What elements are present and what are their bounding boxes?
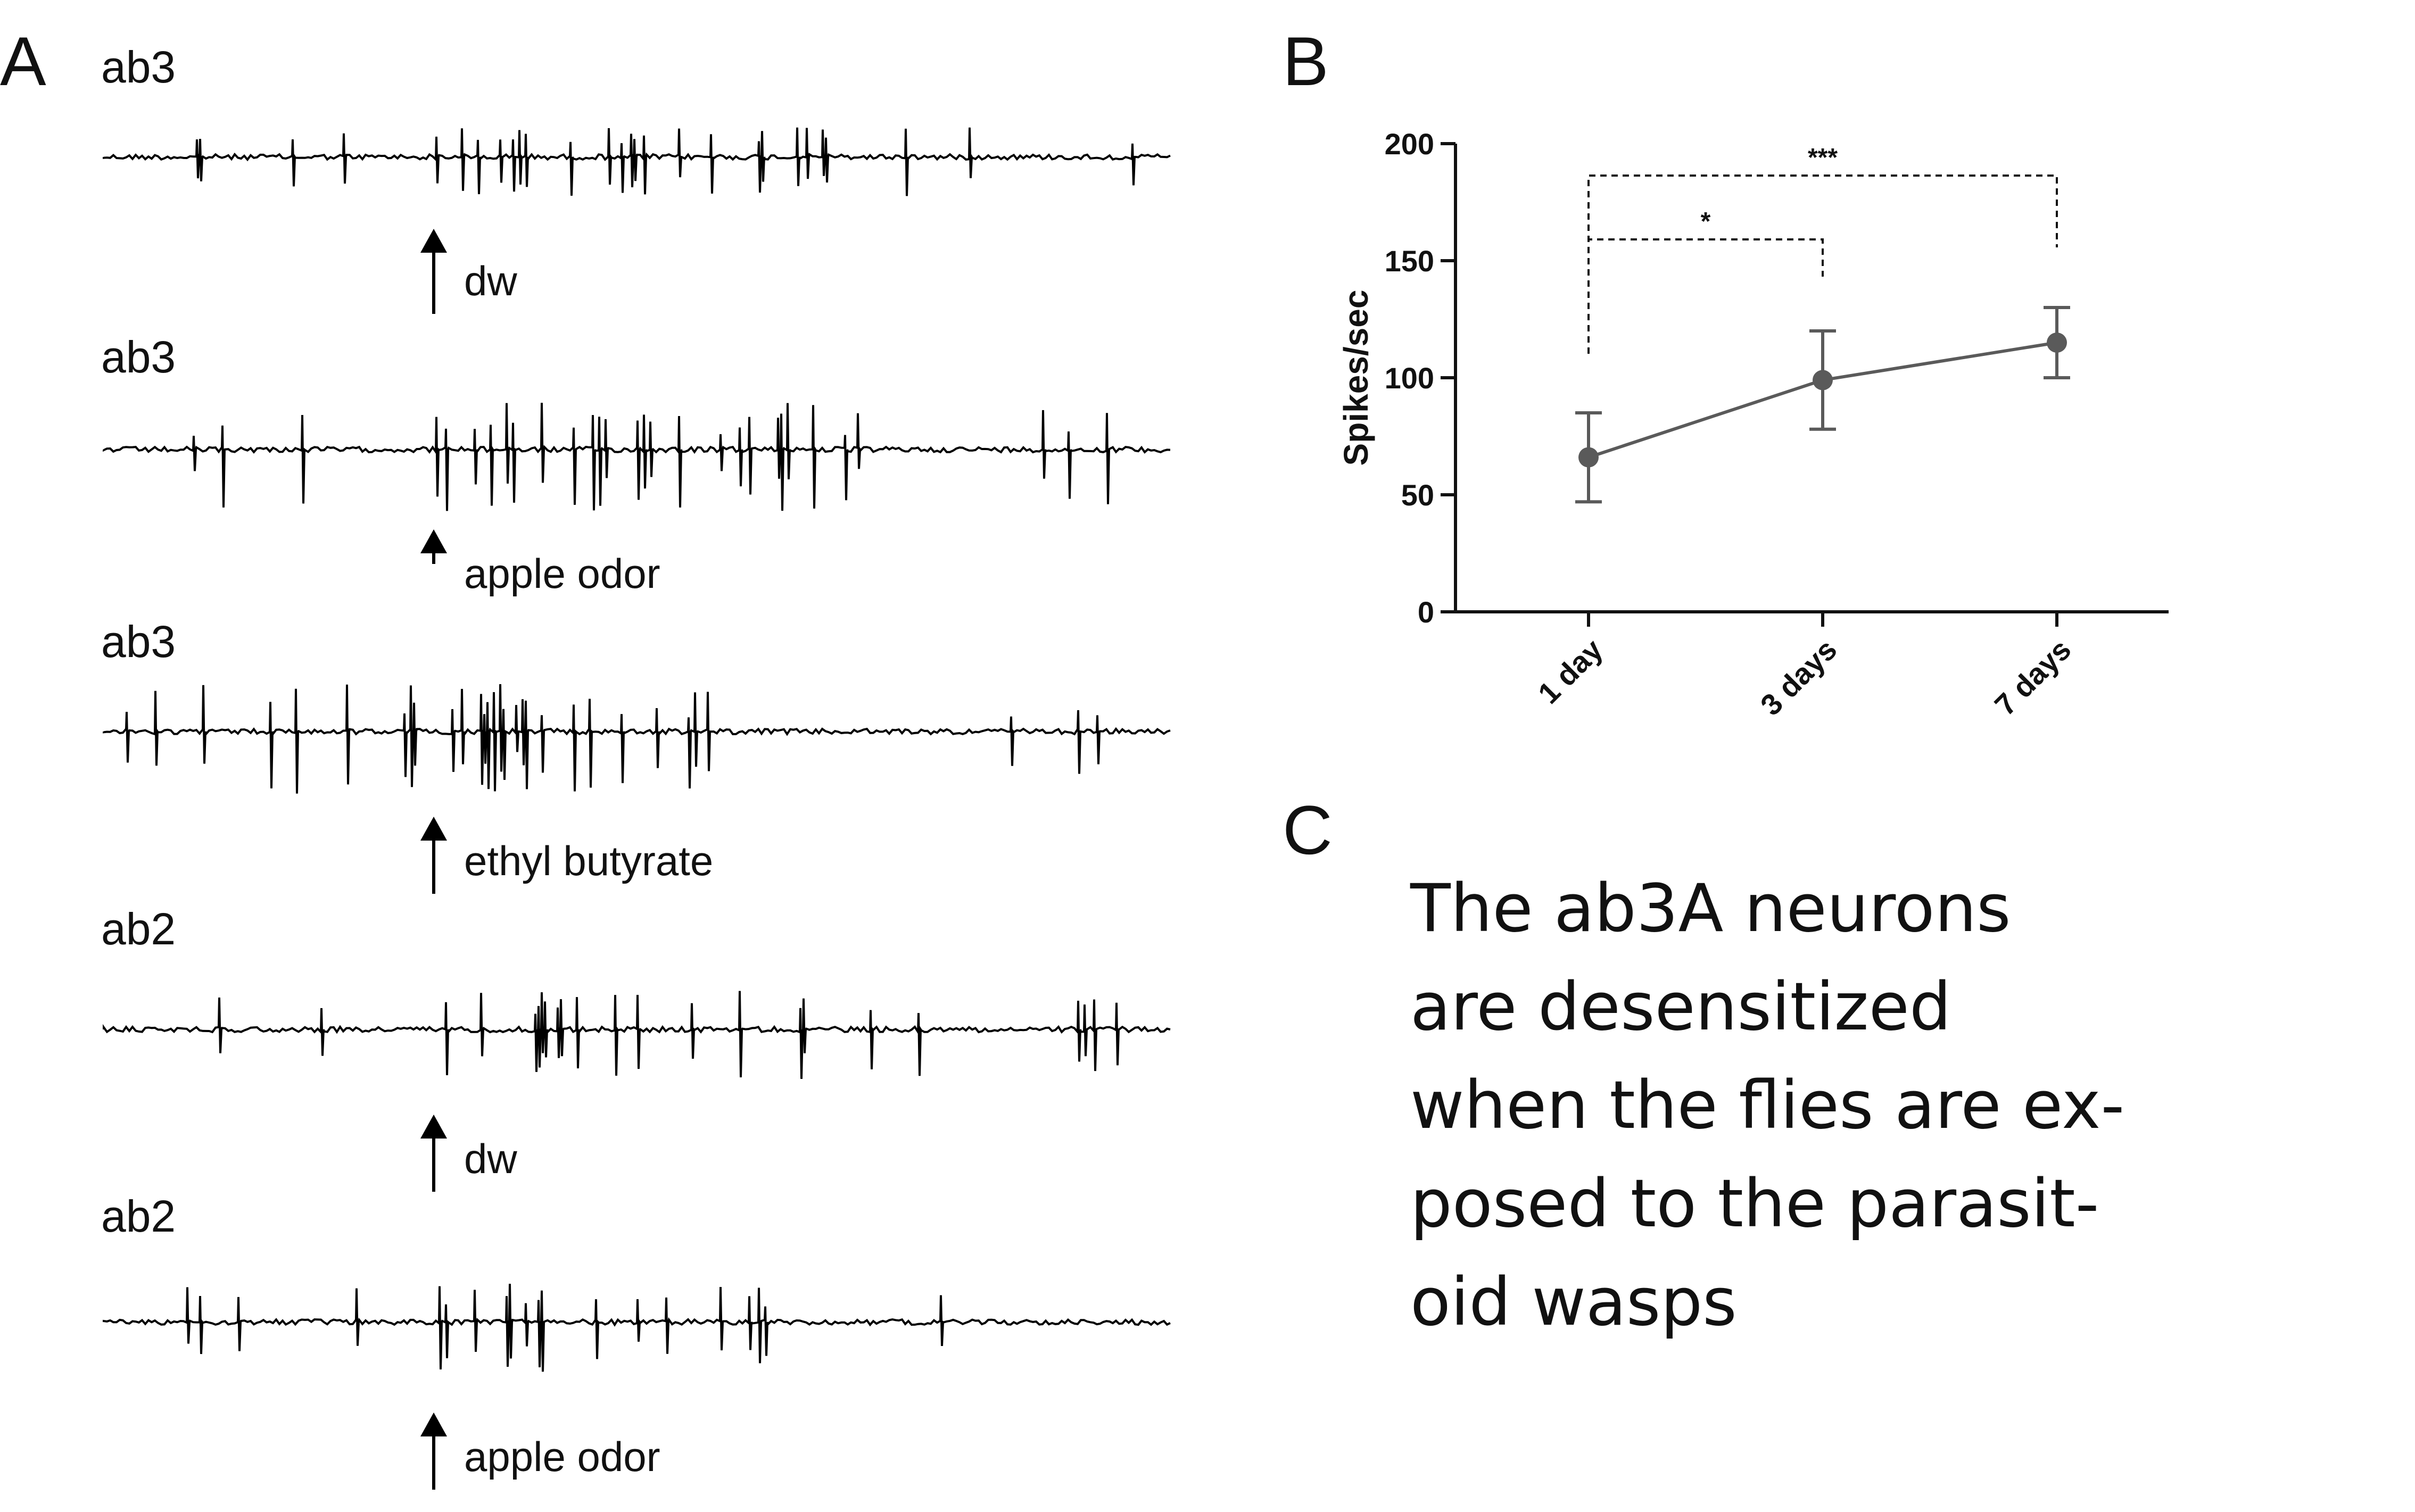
significance-label: * (1701, 207, 1711, 236)
line-chart: Spikes/sec 0 50 100 150 200 1 day 3 days 7 day… (1337, 127, 2169, 722)
data-point (1813, 370, 1833, 391)
trace-4: ab2 dw (101, 904, 1171, 1192)
trace-3: ab3 ethyl butyrate (101, 617, 1171, 894)
x-tick-label: 1 day (1532, 633, 1609, 710)
stimulus-arrow-icon (420, 1115, 447, 1192)
trace-3-label: ab3 (101, 617, 176, 667)
y-tick-label: 200 (1385, 127, 1434, 161)
y-tick-label: 100 (1385, 361, 1434, 395)
stimulus-arrow-icon (420, 1413, 447, 1490)
x-tick-label: 7 days (1988, 633, 2078, 722)
y-tick-label: 50 (1401, 478, 1434, 512)
y-tick-label: 0 (1418, 595, 1434, 629)
trace-2-signal (103, 403, 1171, 511)
significance-brackets: **** (1587, 144, 2058, 354)
trace-1-stimulus: dw (464, 257, 517, 304)
trace-1-signal (103, 127, 1171, 196)
panel-c-line-5: oid wasps (1410, 1264, 1737, 1341)
trace-1: ab3 dw (101, 42, 1171, 314)
trace-5: ab2 apple odor (101, 1191, 1171, 1490)
data-point (1578, 447, 1599, 468)
panel-c-line-4: posed to the parasit- (1410, 1166, 2099, 1242)
trace-4-label: ab2 (101, 904, 176, 954)
trace-4-stimulus: dw (464, 1135, 517, 1182)
trace-2-label: ab3 (101, 332, 176, 382)
significance-bracket (1587, 238, 1824, 354)
trace-4-signal (103, 991, 1171, 1079)
trace-5-label: ab2 (101, 1191, 176, 1241)
significance-bracket (1587, 175, 2058, 354)
series (1575, 306, 2070, 504)
trace-2: ab3 apple odor (101, 332, 1171, 597)
x-tick-label: 3 days (1754, 633, 1843, 722)
trace-3-signal (103, 684, 1171, 794)
data-point (2047, 333, 2067, 353)
trace-3-stimulus: ethyl butyrate (464, 837, 713, 884)
y-axis-title: Spikes/sec (1337, 290, 1375, 466)
stimulus-arrow-icon (420, 817, 447, 894)
panel-a-label: A (0, 22, 46, 100)
stimulus-arrow-icon (420, 529, 447, 564)
stimulus-arrow-icon (420, 229, 447, 314)
trace-5-stimulus: apple odor (464, 1433, 660, 1480)
significance-label: *** (1808, 144, 1838, 172)
panel-c: C The ab3A neurons are desensitized when… (1283, 791, 2124, 1341)
panel-c-line-1: The ab3A neurons (1410, 870, 2011, 947)
y-ticks: 0 50 100 150 200 (1385, 127, 1455, 629)
panel-c-line-2: are desensitized (1410, 969, 1951, 1045)
trace-5-signal (103, 1283, 1171, 1372)
panel-b: B Spikes/sec 0 50 100 150 200 1 day 3 days 7 d… (1283, 22, 2169, 722)
trace-1-label: ab3 (101, 42, 176, 92)
trace-2-stimulus: apple odor (464, 550, 660, 597)
x-ticks: 1 day 3 days 7 days (1532, 612, 2078, 722)
y-tick-label: 150 (1385, 244, 1434, 278)
panel-c-label: C (1283, 791, 1333, 869)
panel-a: A ab3 dw ab3 apple odor ab3 (0, 22, 1171, 1490)
panel-b-label: B (1283, 22, 1329, 100)
panel-c-line-3: when the flies are ex- (1410, 1067, 2124, 1144)
